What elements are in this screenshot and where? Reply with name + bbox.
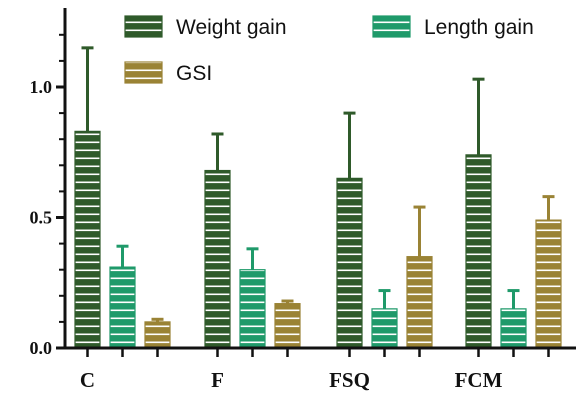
bar-fsq-series-2 bbox=[371, 308, 398, 349]
bar-fcm-series-1 bbox=[465, 154, 492, 349]
x-category-label: F bbox=[211, 368, 224, 392]
bar-fsq-series-3 bbox=[406, 256, 433, 349]
legend-label: Length gain bbox=[424, 16, 534, 39]
legend-swatch bbox=[372, 15, 411, 38]
y-tick-label: 0.0 bbox=[30, 338, 53, 358]
bars bbox=[74, 130, 562, 349]
x-category-label: FSQ bbox=[329, 368, 370, 392]
bar-c-series-1 bbox=[74, 130, 101, 349]
bar-f-series-2 bbox=[239, 269, 266, 349]
x-category-label: FCM bbox=[455, 368, 503, 392]
x-category-label: C bbox=[80, 368, 95, 392]
y-tick-label: 1.0 bbox=[30, 77, 53, 97]
legend-swatch bbox=[124, 15, 163, 38]
bar-c-series-2 bbox=[109, 266, 136, 349]
bar-f-series-1 bbox=[204, 169, 231, 349]
legend: Weight gain Length gain GSI bbox=[124, 15, 534, 85]
bar-fcm-series-3 bbox=[535, 219, 562, 349]
bar-f-series-3 bbox=[274, 303, 301, 349]
y-tick-label: 0.5 bbox=[30, 208, 53, 228]
bar-fcm-series-2 bbox=[500, 308, 527, 349]
bar-c-series-3 bbox=[144, 321, 171, 349]
axes: 0.0 0.5 1.0 C F FSQ FCM bbox=[30, 8, 576, 392]
legend-label: GSI bbox=[176, 62, 212, 85]
legend-swatch bbox=[124, 61, 163, 84]
bar-fsq-series-1 bbox=[336, 177, 363, 349]
error-bars bbox=[81, 46, 555, 322]
legend-label: Weight gain bbox=[176, 16, 287, 39]
